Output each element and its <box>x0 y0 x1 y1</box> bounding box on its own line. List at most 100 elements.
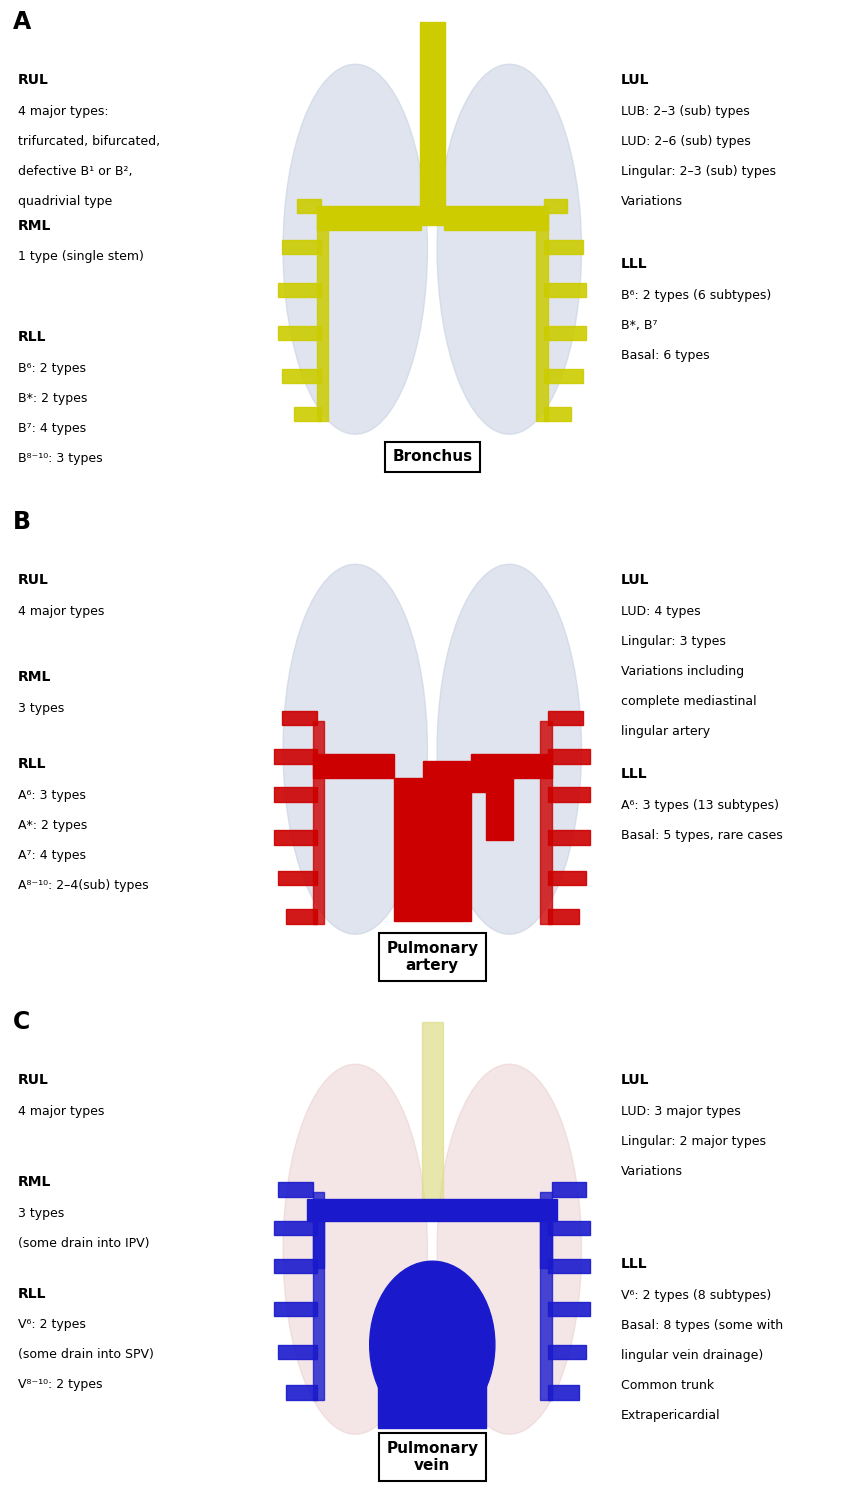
Bar <box>548 788 590 802</box>
Text: complete mediastinal: complete mediastinal <box>621 694 757 708</box>
Bar <box>536 211 548 422</box>
Ellipse shape <box>437 1064 581 1434</box>
Text: 1 type (single stem): 1 type (single stem) <box>18 251 144 262</box>
Bar <box>313 1192 324 1400</box>
Text: Variations: Variations <box>621 1164 683 1178</box>
Bar <box>422 1023 443 1202</box>
Bar <box>544 240 582 254</box>
Text: quadrivial type: quadrivial type <box>18 195 112 207</box>
Bar <box>313 754 394 778</box>
Bar <box>548 1346 586 1359</box>
Text: B*: 2 types: B*: 2 types <box>18 392 87 405</box>
Bar <box>282 711 317 726</box>
Text: Basal: 8 types (some with: Basal: 8 types (some with <box>621 1318 783 1332</box>
Text: RML: RML <box>18 670 51 684</box>
Text: V⁶: 2 types: V⁶: 2 types <box>18 1318 86 1330</box>
Text: B⁶: 2 types (6 subtypes): B⁶: 2 types (6 subtypes) <box>621 290 771 302</box>
Bar <box>282 240 320 254</box>
Text: Common trunk: Common trunk <box>621 1378 714 1392</box>
Text: RUL: RUL <box>18 573 49 586</box>
Bar <box>540 1192 551 1400</box>
Bar <box>394 778 471 921</box>
Text: defective B¹ or B²,: defective B¹ or B², <box>18 165 133 177</box>
Text: C: C <box>13 1010 30 1034</box>
Text: LUD: 3 major types: LUD: 3 major types <box>621 1104 740 1118</box>
Bar <box>317 211 329 422</box>
Ellipse shape <box>283 1064 427 1434</box>
Text: V⁸⁻¹⁰: 2 types: V⁸⁻¹⁰: 2 types <box>18 1378 103 1390</box>
Bar <box>378 1334 486 1428</box>
Text: A: A <box>13 9 31 33</box>
Text: Variations including: Variations including <box>621 664 744 678</box>
Bar <box>278 1346 317 1359</box>
Bar <box>548 1258 590 1274</box>
Text: A⁷: 4 types: A⁷: 4 types <box>18 849 86 862</box>
Text: (some drain into IPV): (some drain into IPV) <box>18 1236 150 1250</box>
Bar <box>307 1198 557 1221</box>
Text: LUD: 2–6 (sub) types: LUD: 2–6 (sub) types <box>621 135 751 147</box>
Bar <box>471 754 551 778</box>
Bar <box>551 1182 586 1197</box>
Text: 4 major types: 4 major types <box>18 604 104 618</box>
Ellipse shape <box>437 564 581 934</box>
Bar <box>419 22 445 225</box>
Text: B⁸⁻¹⁰: 3 types: B⁸⁻¹⁰: 3 types <box>18 452 103 465</box>
Text: lingular artery: lingular artery <box>621 724 710 738</box>
Text: B*, B⁷: B*, B⁷ <box>621 320 657 332</box>
Bar <box>540 1216 551 1269</box>
Text: LUD: 4 types: LUD: 4 types <box>621 604 701 618</box>
Bar <box>274 831 317 844</box>
Bar <box>286 909 317 924</box>
Bar <box>313 720 324 924</box>
Ellipse shape <box>283 564 427 934</box>
Bar <box>274 1302 317 1316</box>
Text: RML: RML <box>18 1174 51 1190</box>
Bar <box>486 756 514 840</box>
Text: V⁶: 2 types (8 subtypes): V⁶: 2 types (8 subtypes) <box>621 1288 771 1302</box>
Text: Basal: 6 types: Basal: 6 types <box>621 350 710 361</box>
Bar <box>548 1302 590 1316</box>
Text: lingular vein drainage): lingular vein drainage) <box>621 1348 764 1362</box>
Text: LUB: 2–3 (sub) types: LUB: 2–3 (sub) types <box>621 105 750 117</box>
Text: B⁶: 2 types: B⁶: 2 types <box>18 362 86 375</box>
Text: Basal: 5 types, rare cases: Basal: 5 types, rare cases <box>621 828 783 842</box>
Text: 3 types: 3 types <box>18 1206 64 1219</box>
Bar <box>548 1386 579 1400</box>
Bar <box>544 369 582 382</box>
Bar <box>274 1221 317 1234</box>
Text: RLL: RLL <box>18 1287 46 1300</box>
Bar <box>278 282 320 297</box>
Text: RLL: RLL <box>18 330 46 345</box>
Bar <box>544 200 567 213</box>
Text: 3 types: 3 types <box>18 702 64 714</box>
Text: LLL: LLL <box>621 258 648 272</box>
Bar <box>274 1258 317 1274</box>
Text: RUL: RUL <box>18 74 49 87</box>
Bar <box>298 200 320 213</box>
Bar <box>443 207 548 230</box>
Bar <box>548 871 586 885</box>
Bar <box>540 720 551 924</box>
Text: 4 major types:: 4 major types: <box>18 105 109 117</box>
Text: RUL: RUL <box>18 1072 49 1088</box>
Text: (some drain into SPV): (some drain into SPV) <box>18 1348 154 1360</box>
Text: trifurcated, bifurcated,: trifurcated, bifurcated, <box>18 135 160 147</box>
Bar <box>278 1182 313 1197</box>
Bar <box>548 1221 590 1234</box>
Text: Bronchus: Bronchus <box>392 450 473 465</box>
Text: A⁶: 3 types: A⁶: 3 types <box>18 789 86 802</box>
Ellipse shape <box>437 64 581 435</box>
Bar <box>286 1386 317 1400</box>
Bar <box>278 326 320 340</box>
Text: 4 major types: 4 major types <box>18 1104 104 1118</box>
Bar <box>278 871 317 885</box>
Text: Pulmonary
artery: Pulmonary artery <box>386 940 479 974</box>
Bar <box>544 326 586 340</box>
Bar <box>282 369 320 382</box>
Text: A⁶: 3 types (13 subtypes): A⁶: 3 types (13 subtypes) <box>621 798 779 812</box>
Text: LUL: LUL <box>621 573 650 586</box>
Text: Variations: Variations <box>621 195 683 207</box>
Text: Lingular: 2–3 (sub) types: Lingular: 2–3 (sub) types <box>621 165 776 177</box>
Text: Lingular: 2 major types: Lingular: 2 major types <box>621 1134 766 1148</box>
Text: B: B <box>13 510 31 534</box>
